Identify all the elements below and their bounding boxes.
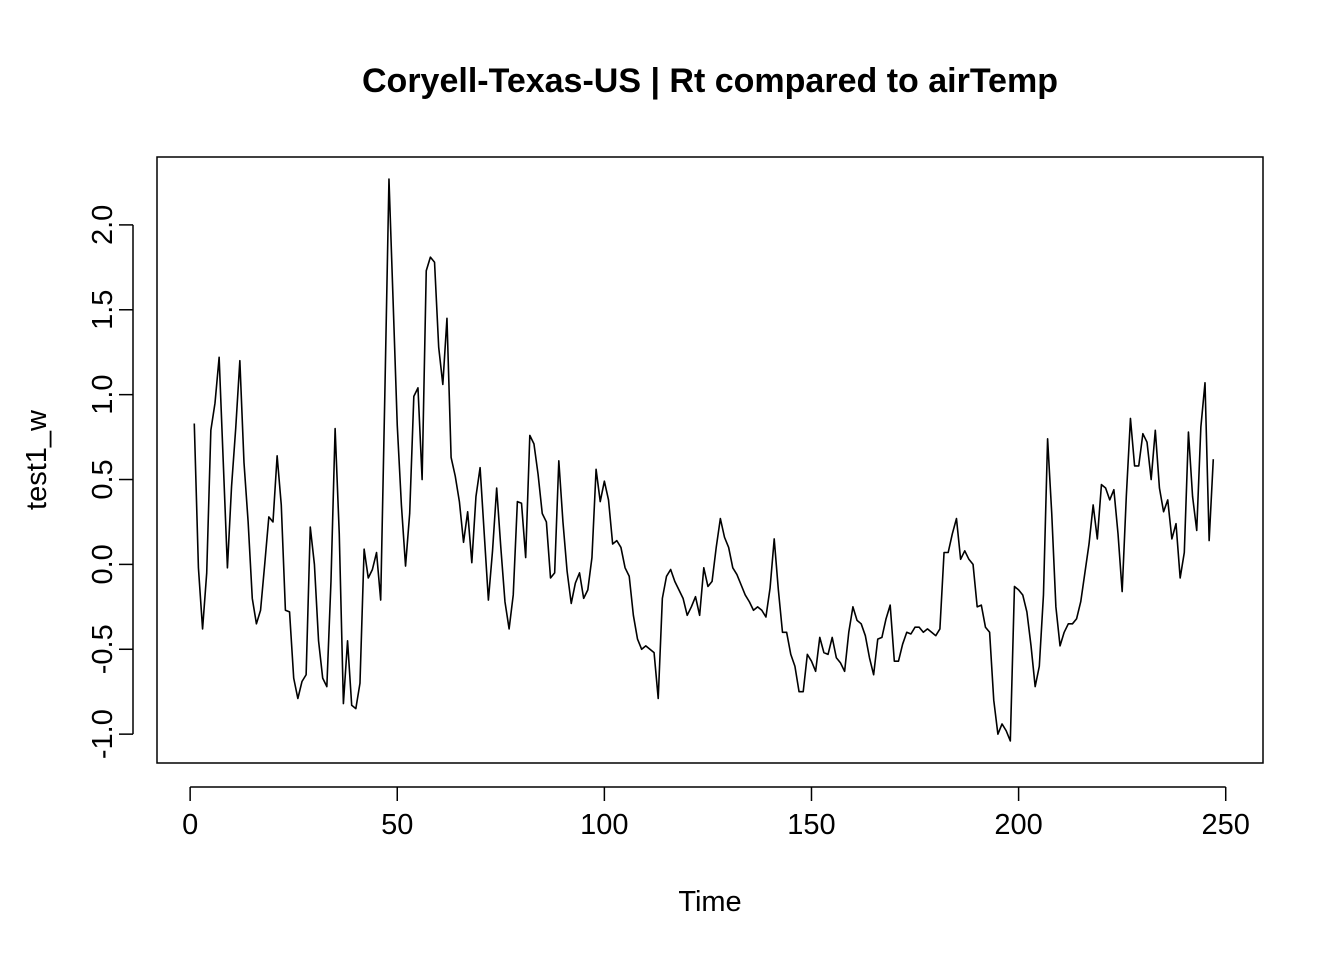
y-tick-label: 0.5 — [87, 459, 119, 499]
series-layer — [193, 178, 1215, 742]
x-axis-label: Time — [678, 886, 741, 918]
y-tick-label: 1.5 — [87, 290, 119, 330]
y-tick-label: 0.0 — [87, 544, 119, 584]
y-tick-label: 1.0 — [87, 374, 119, 414]
x-tick-label: 100 — [580, 809, 628, 841]
y-tick-label: 2.0 — [87, 205, 119, 245]
y-axis: -1.0 -0.5 0.0 0.5 1.0 1.5 2.0 — [87, 205, 134, 759]
x-tick-label: 150 — [787, 809, 835, 841]
x-tick-label: 0 — [182, 809, 198, 841]
x-tick-label: 200 — [994, 809, 1042, 841]
y-axis-label: test1_w — [21, 409, 53, 510]
y-tick-label: -0.5 — [87, 624, 119, 674]
x-tick-label: 50 — [381, 809, 413, 841]
y-tick-label: -1.0 — [87, 709, 119, 759]
x-tick-label: 250 — [1202, 809, 1250, 841]
plot-frame — [156, 156, 1264, 764]
x-axis: 0 50 100 150 200 250 — [182, 786, 1250, 841]
chart-title: Coryell-Texas-US | Rt compared to airTem… — [362, 62, 1058, 100]
series-line — [193, 178, 1215, 742]
